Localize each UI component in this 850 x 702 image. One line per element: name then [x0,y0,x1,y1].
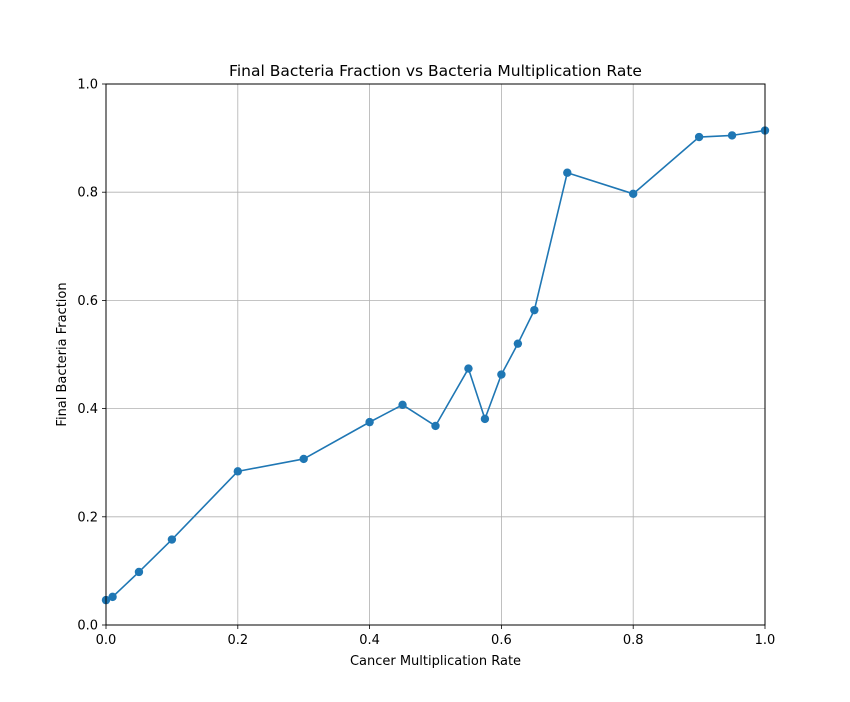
y-tick-label: 0.0 [77,619,98,634]
x-tick-label: 1.0 [755,633,776,648]
y-tick-label: 0.4 [77,402,98,417]
x-tick-label: 0.0 [96,633,117,648]
data-point [431,421,440,431]
data-point [629,189,638,199]
data-point [497,370,506,379]
plot-frame [105,83,766,626]
x-tick-label: 0.4 [359,633,380,648]
series-layer [101,126,770,605]
data-point [727,131,737,140]
y-tick-label: 0.2 [77,510,98,525]
chart-title: Final Bacteria Fraction vs Bacteria Mult… [229,62,642,80]
y-tick-label: 0.8 [77,186,98,201]
ticks: 0.0 0.2 0.4 0.6 0.8 1.0 0.0 0.2 0.4 0.6 0.8 1.0 [77,78,775,649]
data-point [694,132,704,142]
x-tick-label: 0.2 [227,633,248,648]
data-point [167,535,177,544]
data-point [480,414,490,424]
data-point [365,417,374,427]
y-tick-label: 0.6 [77,294,98,309]
data-point [134,567,144,577]
y-axis-label: Final Bacteria Fraction [55,282,70,426]
x-axis-label: Cancer Multiplication Rate [350,654,521,669]
data-point [398,400,407,410]
data-point [464,364,473,373]
data-point [108,592,117,602]
data-point [563,168,572,177]
data-point [233,467,242,476]
x-tick-label: 0.8 [623,633,644,648]
data-point [530,305,539,315]
x-tick-label: 0.6 [491,633,512,648]
data-point [513,339,523,348]
data-point [299,454,308,464]
y-tick-label: 1.0 [77,78,98,93]
